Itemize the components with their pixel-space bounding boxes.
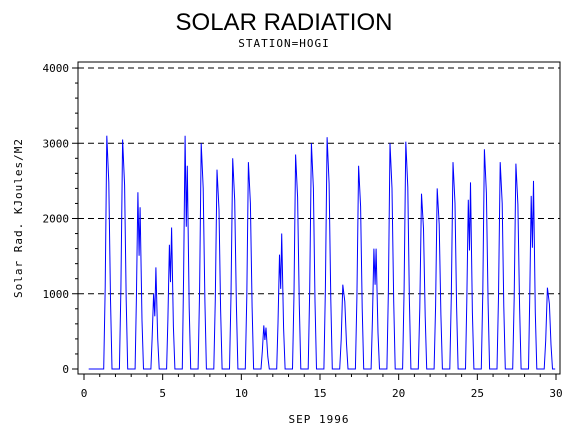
- x-tick-label-5: 5: [159, 387, 166, 400]
- y-tick-label-2000: 2000: [43, 213, 70, 226]
- y-tick-label-4000: 4000: [43, 62, 70, 75]
- x-tick-label-20: 20: [392, 387, 405, 400]
- x-tick-label-25: 25: [471, 387, 484, 400]
- y-axis-label: Solar Rad. KJoules/M2: [12, 138, 25, 298]
- y-tick-label-3000: 3000: [43, 137, 70, 150]
- gridlines: [78, 67, 560, 295]
- x-tick-label-10: 10: [235, 387, 248, 400]
- x-tick-label-0: 0: [81, 387, 88, 400]
- x-axis-label: SEP 1996: [289, 413, 350, 426]
- series-line: [88, 135, 556, 370]
- y-tick-label-1000: 1000: [43, 288, 70, 301]
- x-tick-label-30: 30: [549, 387, 562, 400]
- x-tick-label-15: 15: [313, 387, 326, 400]
- x-axis: 0 5 10 15 20 25 30: [81, 374, 563, 400]
- chart-subtitle: STATION=HOGI: [238, 37, 329, 50]
- y-tick-label-0: 0: [62, 363, 69, 376]
- y-axis: 0 1000 2000 3000 4000: [43, 62, 78, 376]
- chart-title: SOLAR RADIATION: [176, 9, 393, 36]
- series-layer: [88, 135, 556, 370]
